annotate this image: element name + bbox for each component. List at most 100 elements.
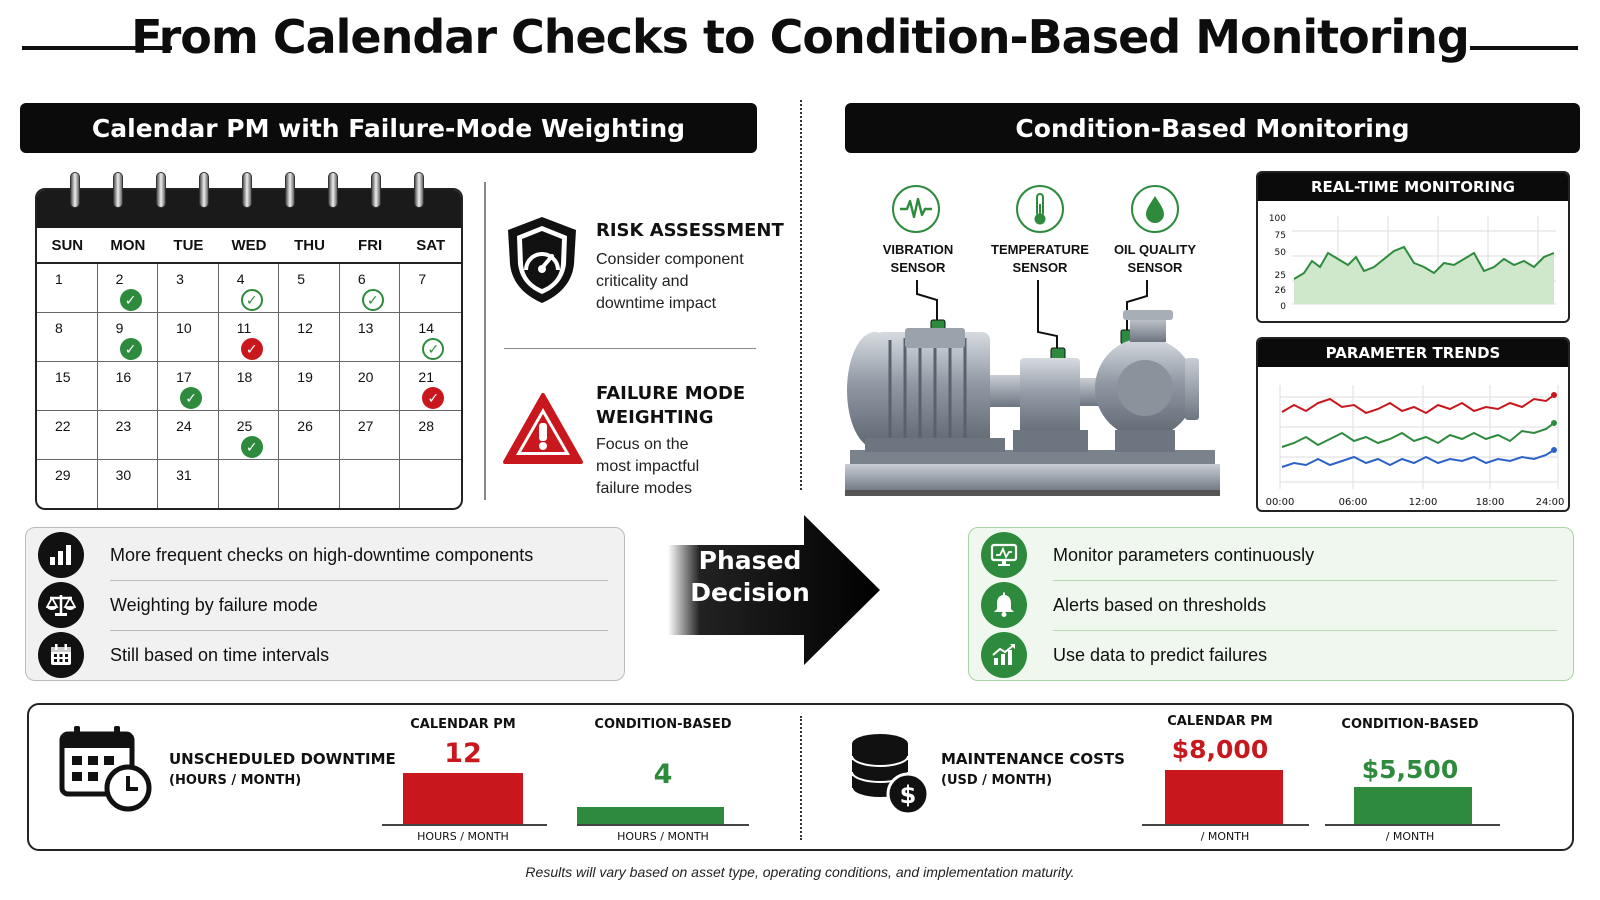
vibration-sensor-label: VIBRATION SENSOR	[863, 241, 973, 277]
arrow-label-line: Phased	[698, 546, 802, 575]
footnote: Results will vary based on asset type, o…	[525, 864, 1075, 880]
calendar-grid: 1 2 ✓ 3 4 ✓ 5 6 ✓ 7 8 9 ✓ 10 11 ✓ 12 13 14 ✓ 15 16 17 ✓ 18 19 20 21…	[37, 264, 461, 508]
chart-baseline	[577, 824, 749, 826]
red-check-icon: ✓	[240, 338, 263, 360]
bullet-predict-failures: Use data to predict failures	[981, 631, 1561, 679]
trends-plot: 00:00 06:00 12:00 18:00 24:00	[1266, 385, 1565, 508]
calendar-weekdays: SUN MON TUE WED THU FRI SAT	[37, 228, 461, 264]
bullet-frequent-checks: More frequent checks on high-downtime co…	[38, 531, 612, 579]
calendar-day: 11 ✓	[218, 313, 280, 362]
binder-ring	[371, 172, 381, 208]
monitor-icon	[981, 532, 1027, 578]
series-end-marker	[1551, 447, 1557, 453]
svg-text:$: $	[900, 781, 917, 809]
real-time-monitoring-chart: REAL-TIME MONITORING 100 75 50 25 26 0	[1256, 171, 1570, 323]
calendar-day: 15	[37, 362, 98, 411]
phased-decision-arrow	[668, 515, 882, 665]
chart-baseline	[1325, 824, 1500, 826]
costs-condition-bar	[1354, 787, 1472, 824]
calendar-day: 31	[158, 460, 219, 508]
day-number: 20	[357, 369, 374, 385]
downtime-condition-head: CONDITION-BASED	[594, 717, 732, 732]
comparison-panel	[27, 703, 1574, 851]
weekday-label: MON	[110, 236, 146, 254]
y-tick-label: 0	[1280, 302, 1286, 312]
calendar-day: 2 ✓	[97, 264, 159, 313]
failure-line: failure modes	[596, 480, 693, 497]
day-number: 23	[115, 418, 132, 434]
binder-ring	[156, 172, 166, 208]
oil-quality-sensor-label: OIL QUALITY SENSOR	[1100, 241, 1210, 277]
sensor-label-line: OIL QUALITY	[1113, 242, 1197, 257]
sensor-label-line: SENSOR	[1012, 260, 1068, 275]
day-number: 29	[55, 467, 71, 483]
x-tick-label: 24:00	[1536, 497, 1565, 508]
sensor-label-line: VIBRATION	[882, 242, 954, 257]
parameter-trends-chart: PARAMETER TRENDS 00:00 06:00 12:00 18:00…	[1256, 337, 1570, 512]
bullet-separator	[110, 580, 608, 581]
y-tick-label: 50	[1275, 248, 1287, 258]
failure-heading-line: FAILURE MODE	[596, 383, 746, 404]
costs-calendar-value: $8,000	[1171, 735, 1269, 764]
motor-pump-illustration	[845, 280, 1225, 502]
day-number: 25	[236, 418, 253, 434]
downtime-calendar-head: CALENDAR PM	[410, 717, 516, 732]
risk-line: downtime impact	[596, 295, 717, 312]
day-number: 24	[176, 418, 192, 434]
calendar-day	[219, 460, 280, 508]
binder-ring	[70, 172, 80, 208]
bullet-text: More frequent checks on high-downtime co…	[110, 544, 534, 565]
failure-line: most impactful	[596, 458, 700, 475]
y-tick-label: 26	[1275, 286, 1287, 296]
day-number: 28	[418, 418, 434, 434]
arrow-label-line: Decision	[690, 578, 810, 607]
comparison-divider	[800, 716, 802, 840]
scales-icon	[38, 582, 84, 628]
calendar-day: 12	[279, 313, 340, 362]
calendar-day: 9 ✓	[97, 313, 159, 362]
green-check-icon: ✓	[240, 436, 263, 458]
bullet-separator	[110, 630, 608, 631]
bullet-text: Use data to predict failures	[1053, 644, 1268, 665]
growth-chart-icon	[981, 632, 1027, 678]
bullet-alerts: Alerts based on thresholds	[981, 581, 1561, 629]
y-tick-label: 75	[1275, 231, 1286, 241]
calendar-day: 13	[339, 313, 401, 362]
failure-line: Focus on the	[596, 436, 689, 453]
green-check-icon: ✓	[180, 387, 203, 409]
day-number: 7	[418, 271, 427, 287]
green-check-icon: ✓	[361, 289, 384, 311]
calendar-icon	[38, 632, 84, 678]
day-number: 12	[297, 320, 313, 336]
bell-icon	[981, 582, 1027, 628]
calendar-day: 30	[98, 460, 159, 508]
weekday-label: THU	[294, 236, 325, 254]
calendar-day: 4 ✓	[218, 264, 280, 313]
calendar-day: 19	[279, 362, 340, 411]
calendar-info-divider	[484, 182, 486, 500]
bullet-text: Alerts based on thresholds	[1053, 594, 1267, 615]
binder-ring	[242, 172, 252, 208]
binder-ring	[199, 172, 209, 208]
binder-ring	[285, 172, 295, 208]
downtime-condition-value: 4	[653, 759, 673, 790]
risk-line: criticality and	[596, 273, 689, 290]
day-number: 16	[115, 369, 132, 385]
bullet-monitor-continuously: Monitor parameters continuously	[981, 531, 1561, 579]
series-end-marker	[1551, 420, 1557, 426]
calendar-day: 14 ✓	[400, 313, 461, 362]
weekday-label: FRI	[358, 236, 383, 254]
day-number: 13	[357, 320, 374, 336]
weekday-label: WED	[231, 236, 267, 254]
calendar-day	[400, 460, 461, 508]
oil-drop-icon	[1131, 185, 1179, 233]
green-check-icon: ✓	[119, 338, 142, 360]
downtime-label-line: UNSCHEDULED DOWNTIME	[169, 750, 396, 768]
costs-label-line: MAINTENANCE COSTS	[941, 750, 1125, 768]
green-check-icon: ✓	[119, 289, 142, 311]
day-number: 27	[357, 418, 374, 434]
day-number: 4	[236, 271, 245, 287]
day-number: 18	[236, 369, 253, 385]
green-check-icon: ✓	[422, 338, 445, 360]
risk-line: Consider component	[596, 251, 744, 268]
